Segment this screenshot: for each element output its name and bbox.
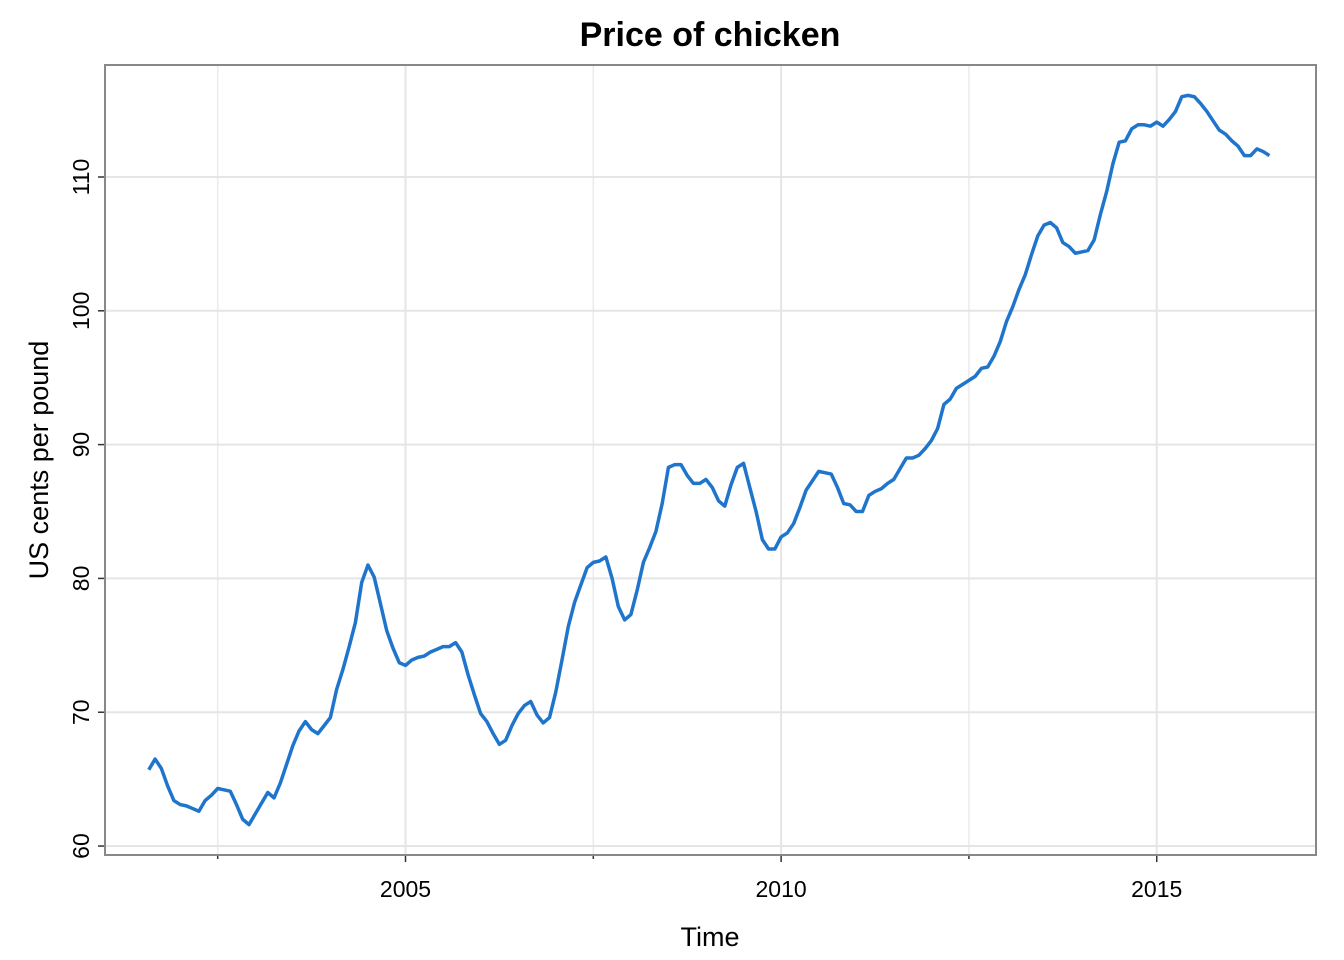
- y-tick-label: 60: [68, 833, 94, 859]
- chart-title: Price of chicken: [580, 16, 841, 54]
- panel-border: [104, 64, 1317, 856]
- x-axis-title: Time: [681, 922, 740, 952]
- y-tick-label: 100: [68, 292, 94, 330]
- y-tick-label: 70: [68, 699, 94, 725]
- y-tick-label: 90: [68, 432, 94, 458]
- data-line: [147, 93, 1271, 827]
- x-tick-label: 2015: [1131, 876, 1182, 902]
- y-axis-title: US cents per pound: [24, 341, 54, 580]
- y-tick-label: 80: [68, 566, 94, 592]
- y-tick-label: 110: [68, 159, 94, 196]
- x-tick-label: 2010: [756, 876, 807, 902]
- x-tick-label: 2005: [380, 876, 431, 902]
